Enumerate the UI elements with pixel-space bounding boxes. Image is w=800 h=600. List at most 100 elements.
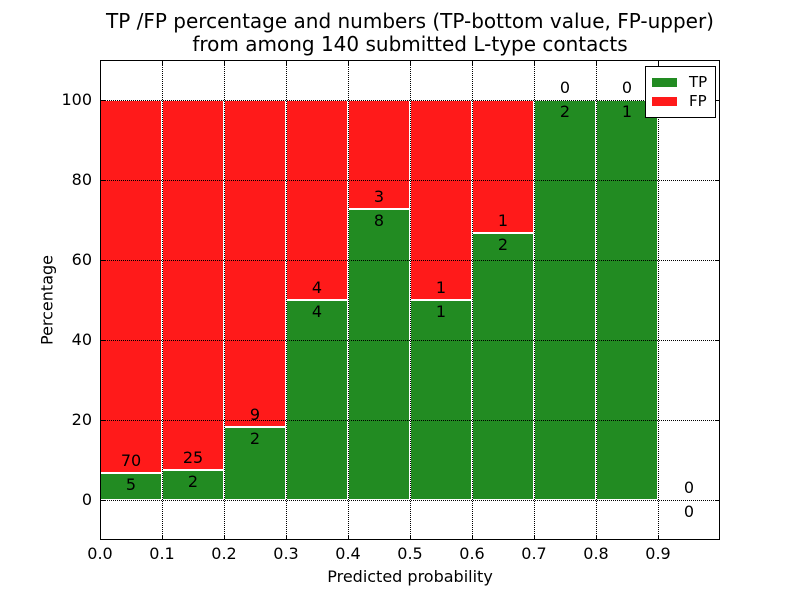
tp-count-label: 0: [683, 502, 695, 521]
x-tick-mark: [533, 535, 535, 540]
v-gridline: [657, 60, 659, 540]
legend: TP FP: [645, 66, 716, 118]
fp-bar-segment: [224, 100, 286, 428]
y-tick-mark: [715, 259, 720, 261]
tp-bar-segment: [596, 100, 658, 500]
fp-count-label: 3: [373, 187, 385, 207]
tp-legend-label: TP: [689, 73, 708, 91]
x-tick-label: 0.2: [211, 544, 237, 563]
x-tick-mark: [99, 535, 101, 540]
legend-item-tp: TP: [652, 73, 709, 92]
tp-bar-segment: [534, 100, 596, 500]
y-tick-label: 80: [71, 170, 92, 189]
y-tick-label: 20: [71, 410, 92, 429]
tp-count-label: 4: [311, 302, 323, 321]
x-tick-label: 0.3: [273, 544, 299, 563]
y-tick-label: 40: [71, 330, 92, 349]
fp-count-label: 9: [249, 405, 261, 425]
x-tick-mark: [285, 60, 287, 65]
x-tick-mark: [285, 535, 287, 540]
x-tick-label: 0.8: [583, 544, 609, 563]
y-tick-mark: [715, 179, 720, 181]
x-tick-label: 0.9: [645, 544, 671, 563]
fp-count-label: 70: [120, 451, 142, 471]
y-tick-mark: [100, 419, 105, 421]
x-tick-label: 0.0: [87, 544, 113, 563]
y-tick-label: 0: [81, 490, 92, 509]
x-tick-mark: [409, 60, 411, 65]
y-tick-mark: [715, 99, 720, 101]
x-tick-label: 0.1: [149, 544, 175, 563]
tp-count-label: 1: [435, 302, 447, 321]
legend-item-fp: FP: [652, 92, 709, 111]
fp-count-label: 4: [311, 278, 323, 297]
tp-bar-segment: [348, 209, 410, 500]
x-tick-mark: [161, 535, 163, 540]
chart-title: TP /FP percentage and numbers (TP-bottom…: [100, 10, 720, 56]
v-gridline: [161, 60, 163, 540]
fp-bar-segment: [162, 100, 224, 471]
fp-count-label: 0: [621, 78, 633, 97]
tp-bar-segment: [410, 300, 472, 500]
y-tick-mark: [100, 259, 105, 261]
y-tick-mark: [715, 419, 720, 421]
v-gridline: [347, 60, 349, 540]
x-tick-mark: [471, 535, 473, 540]
tp-count-label: 2: [497, 235, 509, 255]
tp-bar-segment: [286, 300, 348, 500]
x-tick-mark: [657, 60, 659, 65]
fp-legend-label: FP: [689, 92, 707, 110]
fp-count-label: 0: [559, 78, 571, 97]
chart-title-line2: from among 140 submitted L-type contacts: [192, 32, 628, 56]
x-tick-mark: [533, 60, 535, 65]
x-tick-label: 0.4: [335, 544, 361, 563]
tp-legend-swatch-icon: [652, 78, 677, 87]
v-gridline: [533, 60, 535, 540]
fp-count-label: 0: [683, 478, 695, 497]
v-gridline: [223, 60, 225, 540]
fp-count-label: 1: [435, 278, 447, 297]
x-axis-label: Predicted probability: [327, 567, 493, 586]
x-tick-mark: [471, 60, 473, 65]
x-tick-mark: [99, 60, 101, 65]
x-tick-mark: [595, 60, 597, 65]
tp-bar-segment: [162, 470, 224, 500]
y-tick-mark: [100, 99, 105, 101]
plot-area: 70 5 25 2 9 2 4 4 3 8 1 1 1 2 0 2 0 1 0 0: [99, 60, 720, 540]
y-tick-mark: [715, 339, 720, 341]
tp-count-label: 8: [373, 211, 385, 231]
fp-count-label: 1: [497, 211, 509, 231]
x-tick-mark: [595, 535, 597, 540]
v-gridline: [409, 60, 411, 540]
v-gridline: [471, 60, 473, 540]
fp-count-label: 25: [182, 448, 204, 468]
x-tick-mark: [409, 535, 411, 540]
fp-bar-segment: [348, 100, 410, 210]
x-tick-label: 0.7: [521, 544, 547, 563]
x-tick-mark: [657, 535, 659, 540]
x-tick-mark: [223, 535, 225, 540]
y-tick-mark: [715, 499, 720, 501]
x-tick-label: 0.5: [397, 544, 423, 563]
y-tick-label: 60: [71, 250, 92, 269]
y-tick-mark: [100, 339, 105, 341]
tp-count-label: 2: [249, 429, 261, 449]
y-tick-mark: [100, 179, 105, 181]
fp-legend-swatch-icon: [652, 97, 677, 106]
tp-count-label: 5: [125, 475, 137, 495]
y-tick-mark: [100, 499, 105, 501]
chart-title-line1: TP /FP percentage and numbers (TP-bottom…: [106, 9, 714, 33]
x-tick-label: 0.6: [459, 544, 485, 563]
tp-bar-segment: [472, 233, 534, 500]
v-gridline: [595, 60, 597, 540]
fp-bar-segment: [410, 100, 472, 300]
tp-count-label: 2: [187, 472, 199, 492]
x-tick-mark: [347, 60, 349, 65]
tp-count-label: 1: [621, 102, 633, 121]
v-gridline: [285, 60, 287, 540]
fp-bar-segment: [472, 100, 534, 234]
x-tick-mark: [347, 535, 349, 540]
tp-count-label: 2: [559, 102, 571, 121]
x-tick-mark: [161, 60, 163, 65]
